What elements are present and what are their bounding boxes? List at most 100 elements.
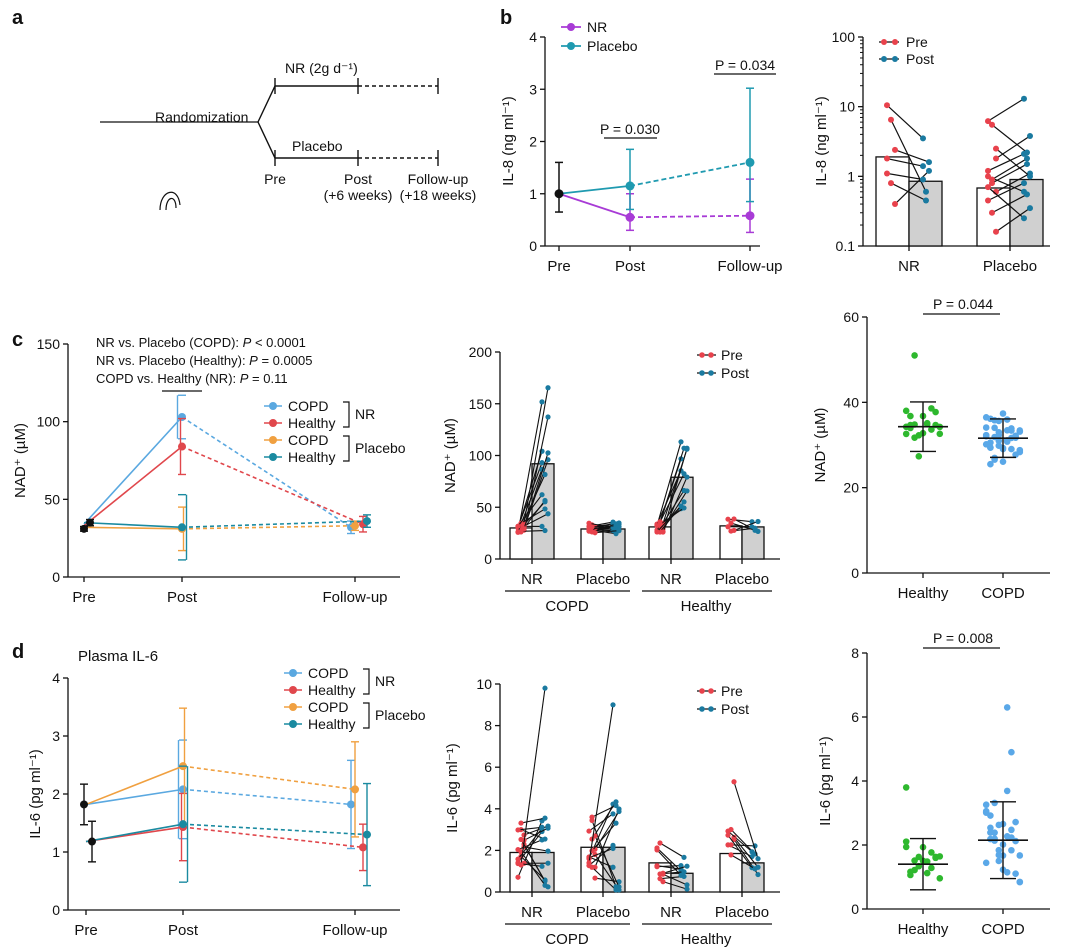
c1-xtick-label: Pre xyxy=(72,589,95,606)
c2-pre-point xyxy=(731,527,737,533)
b2-post-point xyxy=(920,135,926,142)
b2-pair-line xyxy=(987,98,1025,122)
c2-pre-point xyxy=(731,516,737,522)
d2-pair-line xyxy=(591,822,617,852)
d3-data-point xyxy=(911,857,918,864)
d3-data-point xyxy=(1008,826,1015,834)
legend-pre: Pre xyxy=(721,347,743,363)
b2-tick-label: 1 xyxy=(847,168,855,184)
b2-xtick-label: Placebo xyxy=(983,258,1037,275)
b2-post-point xyxy=(1027,173,1033,180)
d2-pre-point xyxy=(725,828,731,834)
c2-pair-line xyxy=(523,452,549,529)
c2-post-point xyxy=(678,503,684,509)
c3-tick-label: 20 xyxy=(843,480,859,496)
c1-tick-label: 50 xyxy=(44,491,60,507)
d2-pre-point xyxy=(515,827,521,833)
b1-xtick-label: Follow-up xyxy=(717,258,782,275)
c2-pair-line xyxy=(591,525,617,528)
c1-stat-text: NR vs. Placebo (Healthy): P = 0.0005 xyxy=(96,353,312,368)
legend-bracket xyxy=(363,702,370,729)
c2-post-point xyxy=(545,511,551,517)
c2-post-point xyxy=(681,445,687,451)
b2-pair-line xyxy=(987,153,1025,172)
c1-series-line xyxy=(83,521,183,529)
d3-ylabel: IL-6 (pg ml⁻¹) xyxy=(817,736,834,826)
b1-series-line-dashed xyxy=(629,214,751,219)
c2-tick-label: 100 xyxy=(469,448,493,464)
b2-pair-line xyxy=(991,124,1028,153)
d2-pre-point xyxy=(515,874,521,880)
d2-post-point xyxy=(684,882,690,888)
b2-pre-point xyxy=(884,102,890,109)
b2-pre-point xyxy=(993,228,999,235)
b2-pre-point xyxy=(892,146,898,153)
c2-pair-line xyxy=(656,505,682,533)
c3-xtick-label: COPD xyxy=(981,585,1025,602)
legend-marker xyxy=(699,352,705,358)
d3-data-point xyxy=(907,868,914,876)
c2-post-point xyxy=(539,399,545,405)
d3-tick-label: 2 xyxy=(851,837,859,853)
b2-pair-line xyxy=(991,158,1028,181)
d2-post-point xyxy=(616,808,622,815)
legend-group-nr: NR xyxy=(375,673,395,689)
b2-pair-line xyxy=(995,172,1031,193)
d2-tick-label: 4 xyxy=(484,801,492,817)
d2-post-point xyxy=(610,845,616,852)
b2-pair-line xyxy=(995,135,1031,160)
b2-tick-label: 100 xyxy=(832,29,856,45)
c1-data-point xyxy=(363,517,371,526)
c2-ylabel: NAD⁺ (µM) xyxy=(442,418,459,493)
c2-pre-point xyxy=(592,530,598,536)
c3-tick-label: 60 xyxy=(843,309,859,325)
d2-pair-line xyxy=(730,854,756,870)
arm-nr-label: NR (2g d⁻¹) xyxy=(285,60,358,76)
b2-post-point xyxy=(1021,188,1027,195)
legend-post: Post xyxy=(906,51,934,67)
c1-series-line-dashed xyxy=(181,416,352,528)
d2-post-point xyxy=(539,837,545,843)
c1-series-line xyxy=(83,416,183,525)
c1-data-point xyxy=(178,523,186,532)
d1-tick-label: 2 xyxy=(52,786,60,802)
c2-post-point xyxy=(684,474,690,480)
c1-tick-label: 100 xyxy=(37,414,61,430)
c2-post-point xyxy=(755,518,761,525)
b2-post-point xyxy=(1021,180,1027,187)
d3-data-point xyxy=(1012,818,1019,826)
legend-marker xyxy=(289,669,297,677)
c3-data-point xyxy=(999,410,1007,417)
d2-pre-point xyxy=(654,864,660,870)
c2-pre-point xyxy=(657,519,663,525)
d2-pre-point xyxy=(589,817,595,823)
d2-post-point xyxy=(610,811,616,817)
legend-marker xyxy=(567,23,575,31)
d2-post-point xyxy=(613,802,619,809)
b1-p-value: P = 0.034 xyxy=(715,57,775,73)
d2-post-point xyxy=(542,882,548,888)
d2-pair-line xyxy=(733,781,759,859)
d2-xtick-label: Placebo xyxy=(576,904,630,921)
d2-pre-point xyxy=(660,870,666,876)
d2-post-point xyxy=(684,886,690,892)
d3-tick-label: 4 xyxy=(851,773,859,789)
d2-tick-label: 6 xyxy=(484,759,492,775)
c2-tick-label: 150 xyxy=(469,396,493,412)
c1-data-point xyxy=(80,524,88,533)
d3-data-point xyxy=(902,784,910,791)
c3-data-point xyxy=(987,439,994,446)
c3-data-point xyxy=(995,428,1003,436)
d2-post-point xyxy=(545,860,551,866)
d2-pair-line xyxy=(591,866,617,891)
c1-stat-text: COPD vs. Healthy (NR): P = 0.11 xyxy=(96,371,288,386)
b2-pair-line xyxy=(886,172,924,181)
b2-pre-point xyxy=(892,201,898,208)
b1-data-point xyxy=(554,189,564,199)
d2-pre-point xyxy=(518,862,524,868)
d1-xtick-label: Pre xyxy=(74,922,97,939)
c2-post-point xyxy=(681,499,687,505)
d1-series-line-dashed xyxy=(182,788,352,806)
legend-marker xyxy=(708,352,714,358)
b2-post-point xyxy=(1024,155,1030,162)
